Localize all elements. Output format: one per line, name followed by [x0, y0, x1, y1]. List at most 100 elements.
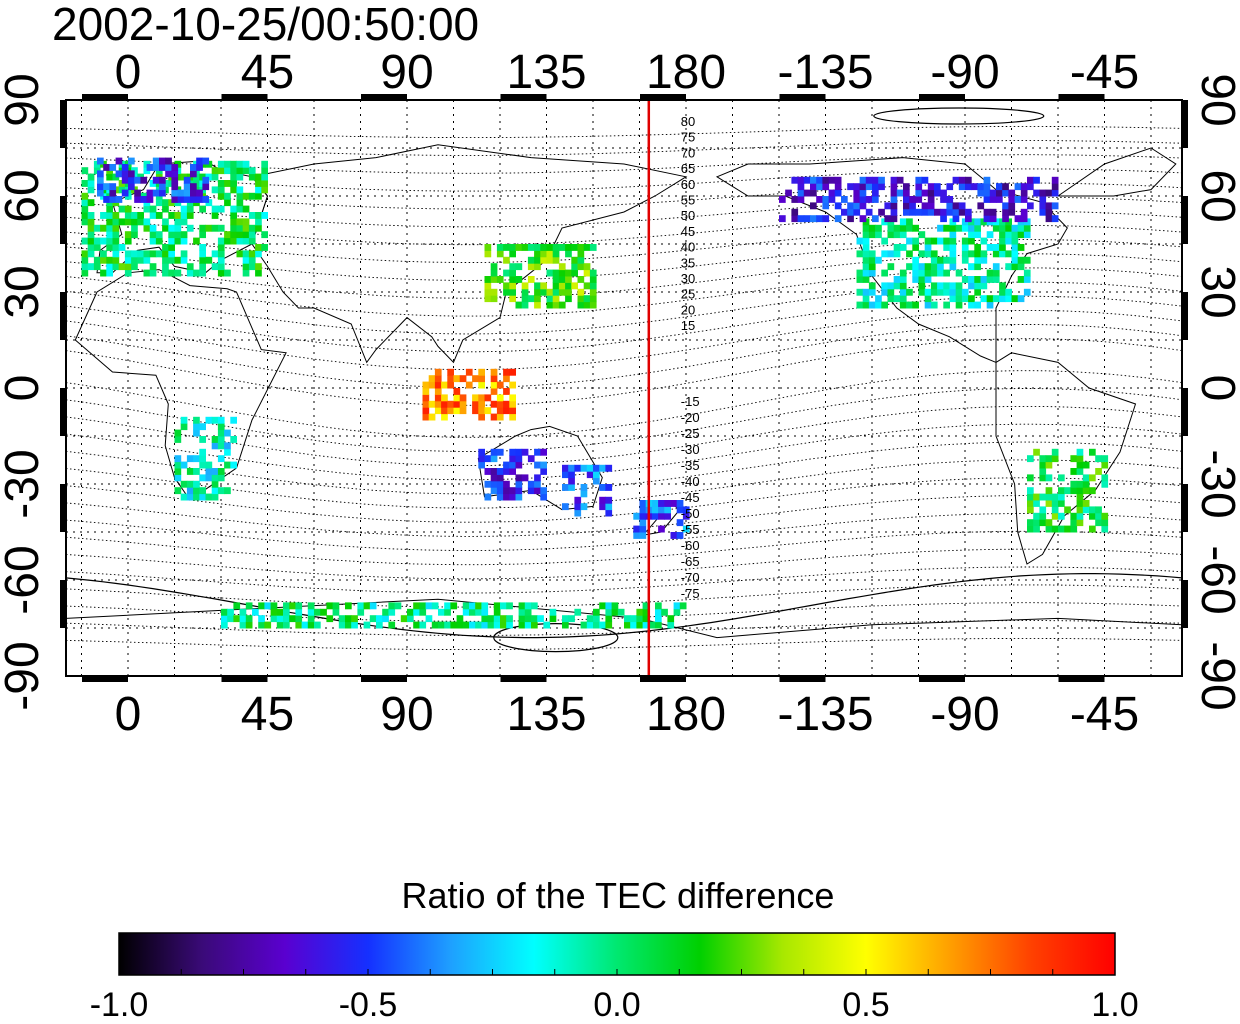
tec-pixel	[1023, 288, 1031, 296]
tec-pixel	[87, 244, 95, 251]
tec-pixel	[1076, 448, 1084, 456]
tec-pixel	[1027, 493, 1034, 501]
tec-pixel	[112, 250, 120, 258]
tec-pixel	[100, 250, 107, 258]
tec-pixel	[605, 503, 613, 511]
tec-pixel	[162, 199, 169, 207]
tec-pixel	[872, 196, 879, 203]
tec-pixel	[909, 208, 916, 216]
tec-pixel	[230, 436, 237, 443]
tec-pixel	[655, 621, 662, 629]
tec-pixel	[955, 288, 963, 296]
top-frame-bar	[779, 94, 826, 100]
tec-pixel	[1089, 487, 1096, 495]
bottom-lon-label: -135	[777, 688, 873, 741]
tec-pixel	[558, 301, 566, 309]
tec-pixel	[1082, 461, 1090, 469]
tec-pixel	[899, 218, 907, 226]
tec-pixel	[186, 212, 194, 219]
tec-pixel	[363, 621, 371, 629]
tec-pixel	[224, 192, 231, 200]
tec-pixel	[1027, 474, 1034, 482]
tec-pixel	[946, 208, 954, 216]
tec-pixel	[921, 202, 929, 210]
contour-label-north: 80	[681, 114, 695, 129]
tec-pixel	[351, 621, 358, 629]
tec-pixel	[258, 615, 265, 623]
tec-pixel	[834, 176, 842, 184]
tec-pixel	[307, 621, 315, 629]
tec-pixel	[155, 231, 163, 239]
tec-pixel	[1070, 487, 1078, 495]
right-lat-label: -60	[1191, 545, 1240, 614]
tec-pixel	[568, 477, 575, 485]
tec-pixel	[937, 263, 944, 271]
tec-pixel	[546, 244, 554, 251]
tec-pixel	[834, 202, 842, 210]
tec-pixel	[515, 448, 523, 456]
tec-pixel	[810, 215, 817, 223]
tec-pixel	[527, 276, 535, 283]
tec-pixel	[81, 218, 89, 226]
tec-pixel	[881, 301, 888, 309]
contour-label-south: -15	[681, 394, 700, 409]
tec-pixel	[159, 176, 166, 184]
tec-pixel	[503, 493, 510, 501]
tec-pixel	[918, 288, 926, 296]
tec-pixel	[527, 487, 535, 495]
tec-pixel	[1076, 480, 1084, 488]
tec-pixel	[131, 218, 138, 226]
tec-pixel	[472, 375, 479, 383]
tec-pixel	[186, 455, 194, 463]
tec-pixel	[890, 208, 898, 216]
tec-pixel	[580, 464, 588, 472]
tec-pixel	[190, 189, 197, 197]
tec-pixel	[162, 218, 169, 226]
tec-pixel	[909, 196, 916, 203]
tec-pixel	[1089, 474, 1096, 482]
tec-pixel	[174, 429, 182, 437]
tec-pixel	[376, 621, 383, 629]
contour-label-north: 15	[681, 318, 695, 333]
tec-pixel	[1058, 487, 1065, 495]
tec-pixel	[171, 170, 179, 178]
bottom-frame-bar	[1058, 676, 1105, 682]
tec-pixel	[961, 288, 969, 296]
top-lon-label: 135	[506, 46, 586, 99]
tec-pixel	[202, 183, 210, 191]
tec-pixel	[217, 468, 225, 475]
tec-pixel	[205, 416, 213, 424]
tec-pixel	[248, 224, 256, 232]
tec-pixel	[881, 237, 888, 245]
tec-pixel	[509, 269, 516, 277]
tec-pixel	[918, 231, 926, 239]
right-frame-bar	[1182, 292, 1188, 340]
tec-pixel	[1082, 500, 1090, 507]
tec-pixel	[847, 215, 854, 223]
tec-pixel	[593, 477, 600, 485]
tec-pixel	[673, 608, 681, 616]
tec-pixel	[217, 237, 225, 245]
left-frame-bar	[60, 580, 66, 628]
tec-pixel	[534, 480, 541, 488]
tec-pixel	[676, 506, 684, 514]
tec-pixel	[143, 256, 151, 264]
tec-pixel	[1101, 525, 1109, 533]
tec-pixel	[589, 276, 597, 283]
tec-pixel	[875, 301, 882, 309]
tec-pixel	[217, 429, 225, 437]
tec-pixel	[930, 288, 938, 296]
tec-pixel	[450, 621, 458, 629]
tec-pixel	[422, 381, 430, 389]
tec-pixel	[221, 621, 228, 629]
tec-pixel	[859, 196, 867, 203]
tec-pixel	[174, 231, 182, 239]
tec-pixel	[571, 244, 578, 251]
tec-pixel	[912, 301, 919, 309]
tec-pixel	[899, 295, 907, 303]
tec-pixel	[552, 256, 560, 264]
tec-pixel	[493, 621, 501, 629]
right-lat-label: -30	[1191, 449, 1240, 518]
tec-pixel	[459, 407, 467, 415]
tec-pixel	[106, 218, 113, 226]
